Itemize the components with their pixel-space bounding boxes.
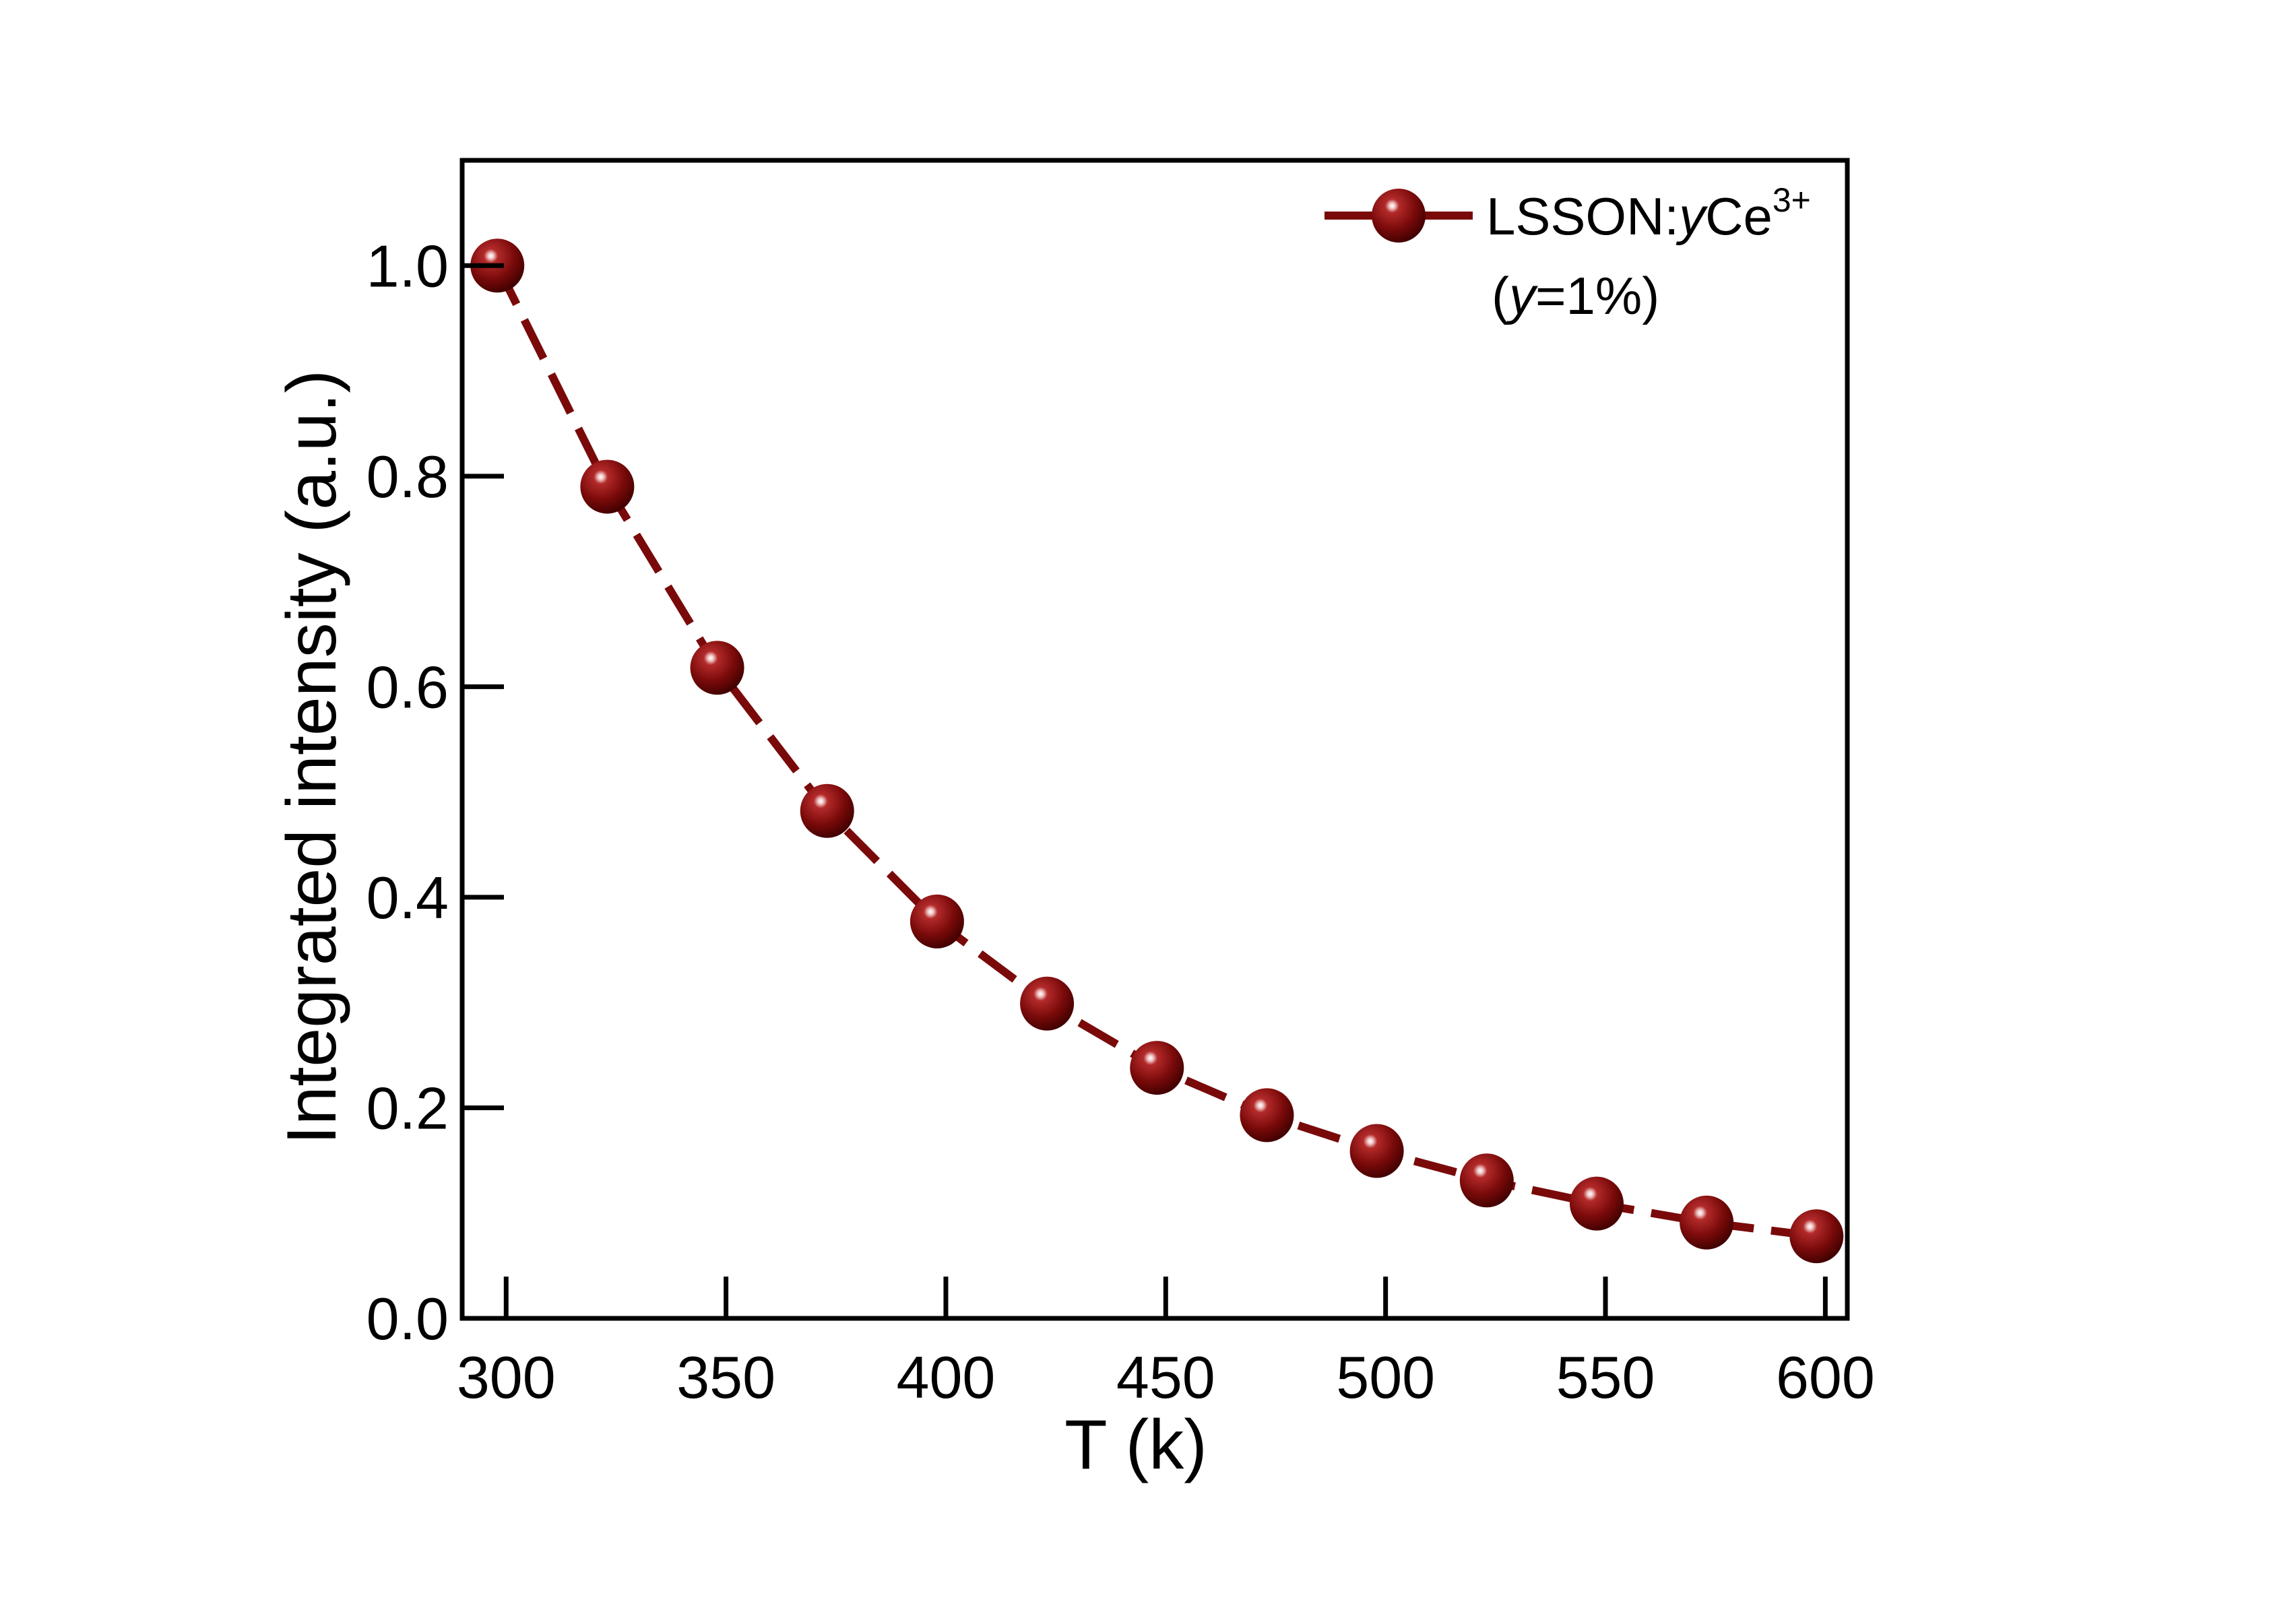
- data-point: [580, 459, 635, 514]
- x-tick-label: 550: [1556, 1344, 1655, 1411]
- x-tick-label: 350: [676, 1344, 775, 1411]
- legend-label-italic: y: [1676, 187, 1708, 246]
- data-point: [800, 783, 854, 838]
- legend-marker: [1372, 189, 1426, 243]
- data-point: [910, 894, 964, 949]
- y-axis-title: Integrated intensity (a.u.): [273, 370, 351, 1145]
- y-tick-label: 0.4: [366, 864, 449, 931]
- legend-label-superscript: 3+: [1773, 181, 1811, 219]
- data-point: [1349, 1124, 1404, 1178]
- y-tick-label: 0.6: [366, 653, 449, 720]
- data-point: [1789, 1209, 1844, 1264]
- legend: LSSON:yCe3+ (y=1%): [1325, 181, 1811, 325]
- y-tick-label: 0.0: [366, 1285, 449, 1352]
- legend-sublabel-italic: y: [1506, 266, 1538, 325]
- plot-area: [470, 238, 1844, 1264]
- legend-sublabel-rest: =1%): [1535, 266, 1659, 325]
- axes: 300 350 400 450 500 550 600 0.0 0.2 0.4 0.6 0.8 1.0: [366, 158, 1875, 1411]
- y-tick-label: 0.2: [366, 1074, 449, 1141]
- plot-frame: [459, 158, 1850, 1321]
- data-point: [1020, 976, 1075, 1031]
- data-point: [1130, 1041, 1184, 1095]
- x-tick-label: 450: [1116, 1344, 1215, 1411]
- x-axis-title: T (k): [1064, 1406, 1207, 1484]
- data-point: [690, 641, 744, 695]
- data-point: [1680, 1195, 1734, 1250]
- legend-sublabel-open: (: [1492, 266, 1509, 325]
- data-point: [1569, 1176, 1624, 1231]
- legend-label: LSSON:yCe3+: [1486, 181, 1811, 246]
- data-point: [1459, 1153, 1514, 1208]
- data-point: [1240, 1088, 1294, 1143]
- x-tick-label: 500: [1336, 1344, 1435, 1411]
- x-tick-label: 400: [897, 1344, 996, 1411]
- x-tick-label: 300: [457, 1344, 556, 1411]
- y-tick-label: 0.8: [366, 443, 449, 510]
- legend-label-prefix: LSSON:: [1486, 187, 1679, 246]
- legend-label-element: Ce: [1705, 187, 1773, 246]
- y-tick-label: 1.0: [366, 232, 449, 299]
- legend-sublabel: (y=1%): [1492, 266, 1659, 325]
- x-tick-label: 600: [1776, 1344, 1875, 1411]
